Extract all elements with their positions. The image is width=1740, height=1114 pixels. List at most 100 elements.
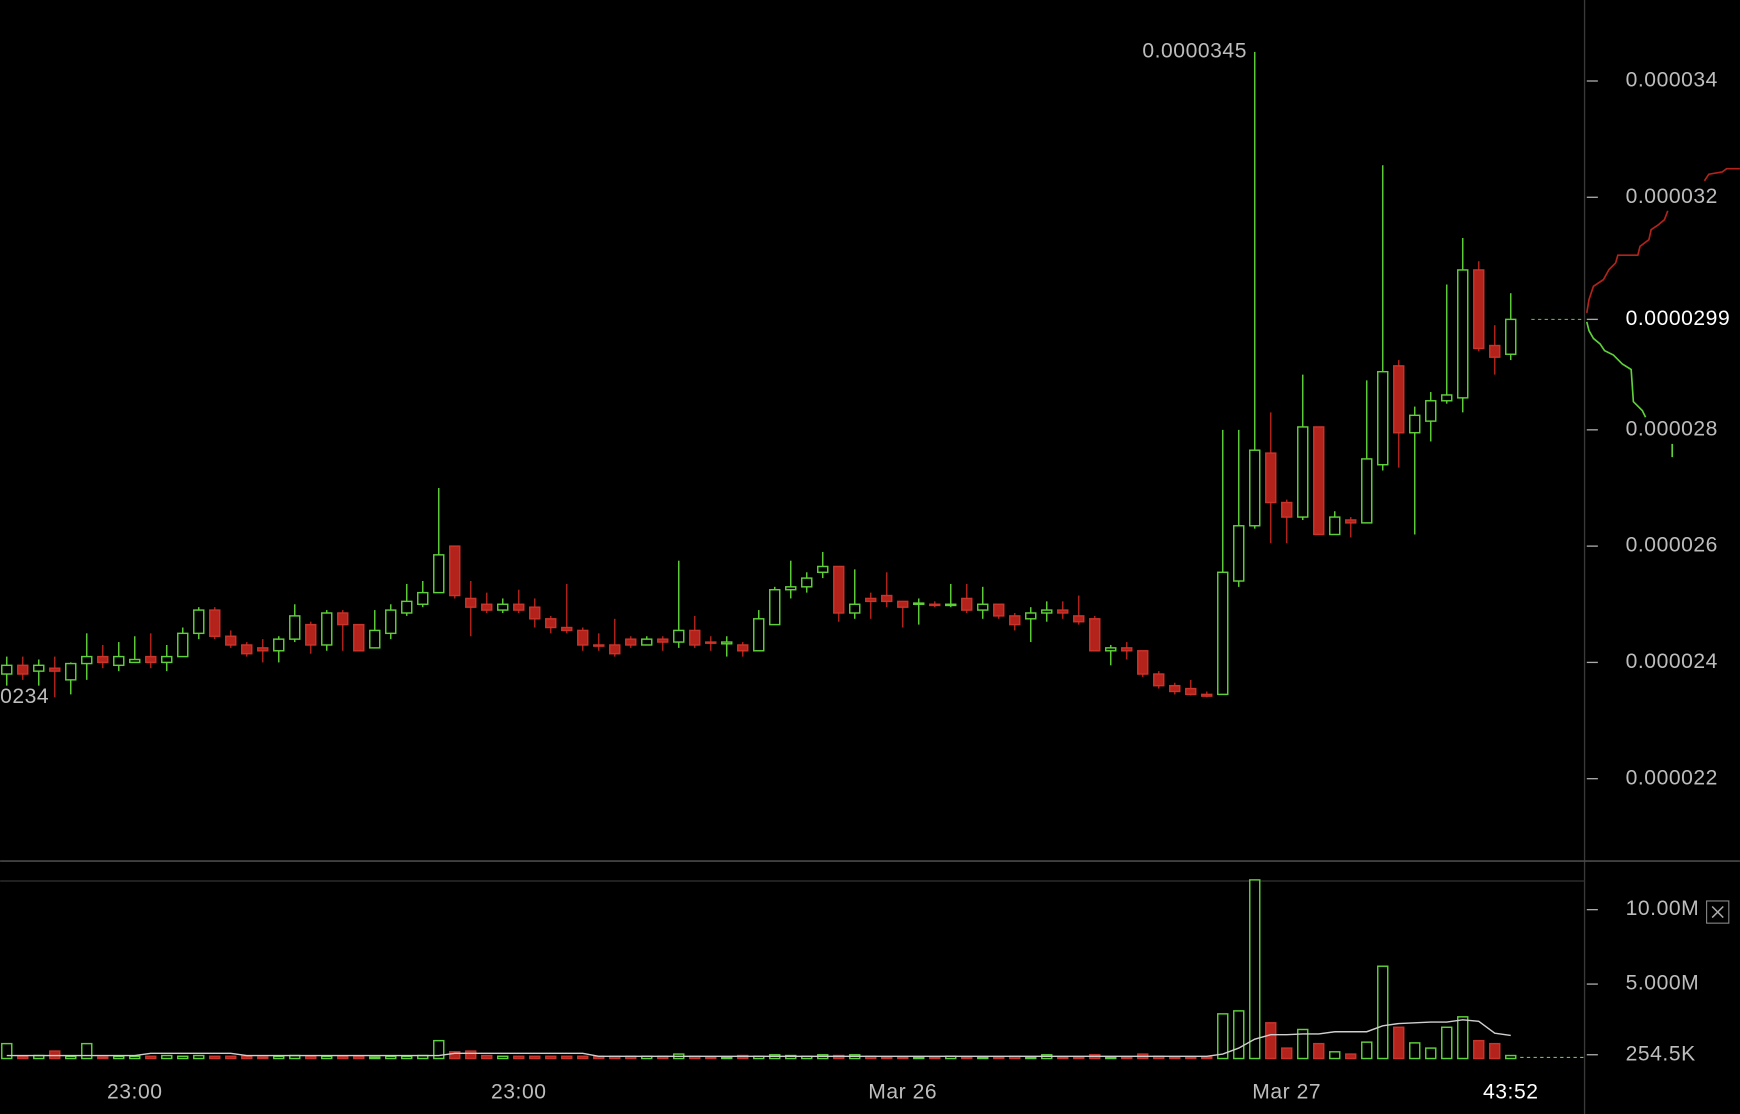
- candle-body: [993, 603, 1005, 617]
- close-pane-button[interactable]: [1706, 900, 1730, 924]
- volume-bar: [225, 1055, 237, 1060]
- candle-body: [241, 644, 253, 655]
- volume-bar: [785, 1054, 797, 1060]
- candle-body: [1185, 687, 1197, 696]
- candle-body: [897, 600, 909, 608]
- candle-body: [1489, 344, 1501, 358]
- volume-bar: [49, 1050, 61, 1060]
- volume-bar: [481, 1054, 493, 1060]
- y-tick-label: 0.000034: [1626, 69, 1718, 92]
- volume-bar: [177, 1055, 189, 1060]
- candle-body: [641, 638, 653, 646]
- volume-bar: [1, 1042, 13, 1060]
- depth-asks: [1585, 167, 1740, 314]
- candle-body: [177, 632, 189, 658]
- volume-bar: [737, 1054, 749, 1060]
- candle-body: [737, 644, 749, 652]
- candle-body: [1457, 269, 1469, 399]
- volume-moving-average: [6, 1019, 1511, 1058]
- candle-body: [1345, 519, 1357, 524]
- volume-bar: [321, 1055, 333, 1060]
- volume-bar: [833, 1054, 845, 1060]
- volume-bar: [129, 1055, 141, 1060]
- volume-bar: [97, 1056, 109, 1060]
- candle-body: [1441, 394, 1453, 402]
- candle-body: [849, 603, 861, 614]
- volume-bar: [977, 1056, 989, 1060]
- low-annotation: 0.0000234: [0, 685, 49, 708]
- volume-bar: [161, 1054, 173, 1060]
- candle-body: [1249, 449, 1261, 527]
- candle-body: [881, 594, 893, 603]
- candle-body: [1361, 458, 1373, 524]
- volume-bar: [241, 1055, 253, 1060]
- volume-bar: [1057, 1056, 1069, 1060]
- candle-body: [657, 638, 669, 643]
- candle-body: [145, 655, 157, 664]
- candle-body: [193, 609, 205, 635]
- candle-body: [913, 602, 925, 605]
- candle-body: [401, 600, 413, 614]
- candle-body: [529, 606, 541, 620]
- candle-body: [593, 644, 605, 647]
- volume-bar: [1169, 1056, 1181, 1060]
- candle-body: [1297, 426, 1309, 518]
- candle-body: [1201, 693, 1213, 697]
- candle-body: [1153, 673, 1165, 687]
- x-tick-label: Mar 27: [1252, 1080, 1321, 1103]
- volume-bar: [1217, 1013, 1229, 1060]
- volume-bar: [1345, 1053, 1357, 1060]
- candle-body: [65, 662, 77, 681]
- y-tick-label: 0.000022: [1626, 766, 1718, 789]
- candle-body: [353, 623, 365, 652]
- candle-body: [1409, 414, 1421, 434]
- candle-body: [705, 641, 717, 644]
- candle-body: [721, 641, 733, 645]
- volume-bar: [1233, 1010, 1245, 1060]
- volume-bar: [897, 1056, 909, 1060]
- candle-body: [1473, 269, 1485, 350]
- candle-body: [1281, 501, 1293, 518]
- candle-body: [33, 664, 45, 672]
- volume-bar: [1281, 1047, 1293, 1060]
- volume-bar: [145, 1055, 157, 1060]
- candle-body: [449, 545, 461, 597]
- volume-bar: [17, 1055, 29, 1060]
- candle-body: [961, 597, 973, 611]
- y-tick-label: 0.000026: [1626, 534, 1718, 557]
- close-box[interactable]: [1706, 900, 1730, 924]
- candle-body: [337, 612, 349, 626]
- volume-bar: [385, 1055, 397, 1060]
- candle-body: [1057, 609, 1069, 614]
- volume-bar: [369, 1056, 381, 1060]
- candle-body: [1121, 647, 1133, 652]
- volume-bar: [465, 1050, 477, 1060]
- volume-bar: [81, 1042, 93, 1060]
- volume-bar: [577, 1055, 589, 1060]
- candle-body: [609, 644, 621, 655]
- y-tick-label: 10.00M: [1626, 897, 1700, 920]
- candle-body: [417, 591, 429, 605]
- candle-body: [1233, 525, 1245, 582]
- volume-bar: [433, 1039, 445, 1060]
- candle-body: [385, 609, 397, 635]
- candle-body: [577, 629, 589, 646]
- candle-body: [1, 664, 13, 675]
- volume-bar: [449, 1051, 461, 1060]
- candle-body: [481, 603, 493, 611]
- candle-body: [161, 655, 173, 664]
- candle-body: [321, 612, 333, 646]
- close-icon[interactable]: [1711, 905, 1724, 919]
- volume-bar: [1329, 1051, 1341, 1060]
- candle-body: [17, 664, 29, 675]
- volume-bar: [353, 1055, 365, 1060]
- candle-body: [689, 629, 701, 646]
- candle-body: [1041, 609, 1053, 614]
- candle-body: [433, 554, 445, 594]
- candle-body: [113, 655, 125, 667]
- candle-body: [1377, 370, 1389, 466]
- volume-bar: [1393, 1026, 1405, 1060]
- depth-bids: [1585, 321, 1674, 458]
- candle-body: [497, 603, 509, 611]
